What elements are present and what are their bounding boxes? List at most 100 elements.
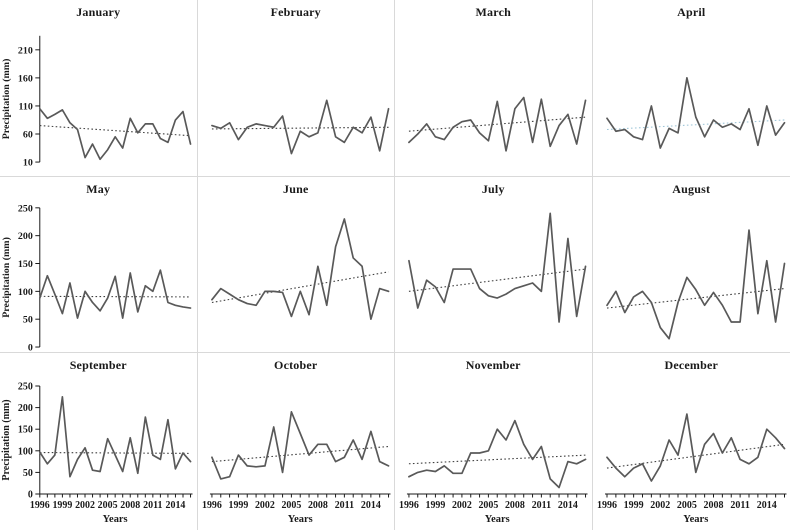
panel-april: April <box>592 0 790 177</box>
precipitation-series-line <box>38 107 192 161</box>
y-axis-title: Precipitation (mm) <box>1 59 12 140</box>
x-tick-label: 2014 <box>166 500 186 511</box>
january-chart: 10 60 110 160 210 Precipitation (mm) <box>1 35 192 169</box>
y-axis-title: Precipitation (mm) <box>1 400 12 481</box>
panel-september: September 0 50 100 150 200 250 Precipitation (m… <box>0 353 198 530</box>
precipitation-series-line <box>210 99 389 155</box>
trend-line <box>39 295 191 298</box>
panel-title-april: April <box>677 5 706 19</box>
march-chart <box>408 96 587 152</box>
panel-june: June <box>197 176 395 354</box>
panel-may: May 0 50 100 150 200 250 Precipitation (mm) <box>0 176 198 354</box>
x-tick-label: 2005 <box>478 500 498 511</box>
trend-line <box>211 446 389 463</box>
precipitation-series-line <box>605 413 785 483</box>
x-tick-label: 1999 <box>228 500 248 511</box>
panel-december: December 1996 1999 2002 2005 2008 2011 2014 Year… <box>592 353 790 530</box>
x-tick-label: 2002 <box>650 500 670 511</box>
y-tick-label: 0 <box>28 490 33 501</box>
panel-february: February <box>197 0 395 177</box>
panel-title-june: June <box>283 181 309 196</box>
trend-line <box>408 454 586 465</box>
y-axis-title: Precipitation (mm) <box>1 237 12 318</box>
panel-title-march: March <box>475 5 511 19</box>
precipitation-series-line <box>210 411 389 481</box>
y-tick-label: 250 <box>18 382 33 393</box>
panel-title-may: May <box>86 181 111 196</box>
precipitation-series-line <box>408 420 587 489</box>
x-tick-label: 2014 <box>558 500 578 511</box>
x-tick-label: 2002 <box>75 500 95 511</box>
panel-october: October 1996 1999 2002 2005 2008 2011 2014 Years <box>197 353 395 530</box>
precipitation-series-line <box>408 96 587 152</box>
july-chart <box>408 212 587 323</box>
x-axis-title: Years <box>485 514 510 525</box>
trend-line <box>211 270 389 303</box>
x-tick-label: 2008 <box>307 500 327 511</box>
september-chart: 0 50 100 150 200 250 Precipitation (mm) 1996 199… <box>1 382 193 525</box>
trend-line <box>606 119 785 131</box>
precipitation-series-line <box>38 396 192 478</box>
precipitation-series-line <box>408 212 587 323</box>
precipitation-series-line <box>38 268 192 319</box>
panel-july: July <box>395 176 593 354</box>
x-tick-label: 1996 <box>399 500 419 511</box>
x-tick-label: 1999 <box>623 500 643 511</box>
y-tick-label: 200 <box>18 231 33 242</box>
december-chart: 1996 1999 2002 2005 2008 2011 2014 Years <box>597 413 786 525</box>
x-tick-label: 1996 <box>30 500 50 511</box>
x-tick-label: 2005 <box>281 500 301 511</box>
trend-line <box>408 268 586 292</box>
trend-line <box>39 452 191 455</box>
panel-march: March <box>395 0 593 177</box>
panel-november: November 1996 1999 2002 2005 2008 2011 2014 Year… <box>395 353 593 530</box>
y-tick-label: 50 <box>23 314 33 325</box>
x-tick-label: 2008 <box>703 500 723 511</box>
y-tick-label: 10 <box>23 158 33 169</box>
y-tick-label: 100 <box>18 447 33 458</box>
x-axis-title: Years <box>683 514 708 525</box>
panel-title-january: January <box>76 5 121 19</box>
x-tick-label: 2005 <box>98 500 118 511</box>
x-axis-title: Years <box>103 514 128 525</box>
panel-title-february: February <box>270 5 321 19</box>
trend-line <box>408 116 586 132</box>
y-tick-label: 160 <box>18 73 33 84</box>
panel-title-july: July <box>481 181 505 196</box>
x-tick-label: 1996 <box>201 500 221 511</box>
y-tick-label: 150 <box>18 259 33 270</box>
y-tick-label: 250 <box>18 203 33 214</box>
x-tick-label: 1999 <box>52 500 72 511</box>
x-tick-label: 2005 <box>676 500 696 511</box>
x-tick-label: 1996 <box>597 500 617 511</box>
panel-title-september: September <box>69 358 127 373</box>
x-tick-label: 2011 <box>730 500 749 511</box>
x-tick-label: 2011 <box>334 500 353 511</box>
panel-january: January 10 60 110 160 210 Precipitation (mm) <box>0 0 198 177</box>
october-chart: 1996 1999 2002 2005 2008 2011 2014 Years <box>201 411 391 525</box>
trend-line <box>211 126 389 130</box>
y-tick-label: 50 <box>23 468 33 479</box>
february-chart <box>210 99 389 155</box>
trend-line <box>39 125 191 137</box>
panel-title-november: November <box>465 358 521 373</box>
panel-title-december: December <box>664 358 719 373</box>
november-chart: 1996 1999 2002 2005 2008 2011 2014 Years <box>399 420 588 525</box>
x-tick-label: 2002 <box>254 500 274 511</box>
precipitation-series-line <box>210 217 389 320</box>
panel-title-august: August <box>672 181 711 196</box>
x-tick-label: 2008 <box>120 500 140 511</box>
precipitation-series-line <box>605 77 785 149</box>
y-tick-label: 200 <box>18 403 33 414</box>
x-tick-label: 2014 <box>756 500 776 511</box>
panel-title-october: October <box>274 358 318 373</box>
x-tick-label: 2011 <box>143 500 162 511</box>
y-tick-label: 210 <box>18 45 33 56</box>
panel-august: August <box>592 176 790 354</box>
y-tick-label: 0 <box>28 342 33 352</box>
precipitation-series-line <box>605 228 785 340</box>
april-chart <box>605 77 785 149</box>
may-chart: 0 50 100 150 200 250 Precipitation (mm) <box>1 203 192 352</box>
x-tick-label: 2002 <box>452 500 472 511</box>
